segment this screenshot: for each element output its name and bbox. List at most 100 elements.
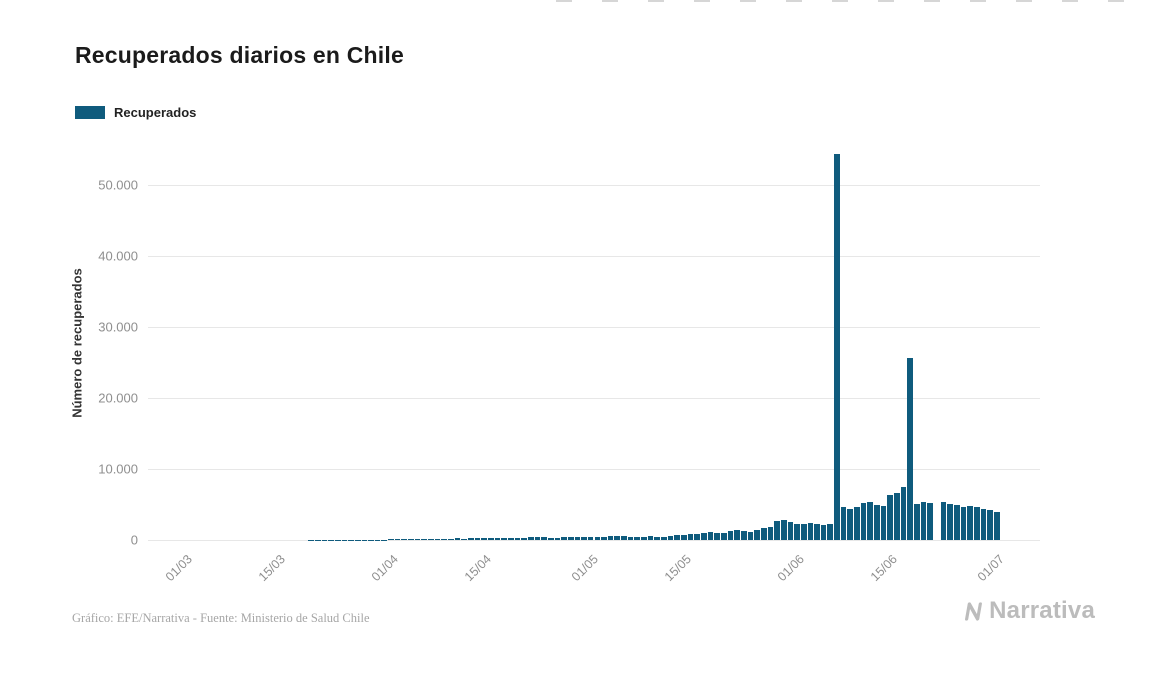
bar — [880, 505, 887, 540]
bar — [967, 505, 973, 540]
gridline — [148, 540, 1040, 541]
bar — [527, 537, 534, 540]
bar — [434, 538, 441, 540]
bar — [900, 486, 907, 540]
bar — [674, 535, 681, 540]
bar — [874, 504, 880, 540]
bar — [647, 536, 654, 540]
bar — [780, 520, 787, 540]
bar — [614, 536, 621, 540]
bar — [840, 506, 847, 540]
bar — [487, 537, 494, 540]
bar — [634, 536, 641, 540]
bar — [401, 539, 408, 540]
bar — [993, 512, 1000, 540]
gridline — [148, 256, 1040, 258]
bar — [834, 153, 840, 540]
gridline — [148, 185, 1040, 187]
x-tick-label: 01/05 — [568, 552, 601, 585]
bar — [554, 537, 561, 540]
bar — [607, 536, 614, 540]
bar — [581, 536, 587, 540]
narrativa-logo: Narrativa — [964, 597, 1095, 625]
bar — [854, 507, 860, 540]
bar — [667, 536, 674, 540]
bar — [754, 529, 760, 540]
bar — [654, 536, 661, 540]
bar — [661, 536, 667, 540]
plot-area — [148, 150, 1040, 541]
bar — [907, 358, 914, 540]
bar — [701, 532, 707, 540]
bar — [887, 495, 894, 540]
bar — [800, 524, 807, 540]
y-tick-label: 40.000 — [98, 248, 138, 264]
bar — [621, 536, 627, 540]
bar — [740, 531, 747, 540]
bar — [787, 522, 794, 540]
bar — [461, 538, 468, 540]
bar — [714, 532, 720, 540]
bar — [601, 536, 607, 540]
bar — [820, 525, 827, 540]
x-tick-label: 01/06 — [774, 552, 807, 585]
bar — [534, 537, 541, 540]
y-tick-labels: 0 10.000 20.000 30.000 40.000 50.000 — [0, 150, 138, 548]
legend: Recuperados — [75, 105, 196, 120]
bar — [814, 523, 820, 540]
x-tick-label: 15/06 — [868, 552, 901, 585]
bar — [774, 520, 780, 540]
top-crop-marks — [556, 0, 1126, 2]
bar — [894, 493, 900, 540]
bar — [727, 531, 734, 540]
bar — [641, 536, 647, 540]
y-tick-label: 0 — [130, 532, 138, 548]
y-tick-label: 10.000 — [98, 461, 138, 477]
gridline — [148, 398, 1040, 400]
bar — [940, 502, 947, 540]
narrativa-logo-icon — [965, 602, 983, 621]
gridline — [148, 327, 1040, 329]
bar — [914, 503, 920, 540]
source-credit: Gráfico: EFE/Narrativa - Fuente: Ministe… — [72, 611, 370, 625]
narrativa-logo-text: Narrativa — [989, 597, 1095, 624]
bar — [794, 523, 800, 540]
bar — [987, 509, 993, 540]
bar — [707, 531, 714, 540]
bar — [394, 538, 401, 540]
bar — [947, 503, 953, 540]
y-tick-label: 50.000 — [98, 177, 138, 193]
bar — [687, 534, 694, 540]
bar — [468, 538, 474, 540]
bar — [920, 502, 927, 540]
bar — [501, 537, 507, 540]
bar — [867, 501, 874, 540]
bar — [428, 538, 434, 540]
chart-title: Recuperados diarios en Chile — [75, 42, 404, 68]
y-tick-label: 30.000 — [98, 319, 138, 335]
bar — [561, 537, 567, 540]
bar — [567, 537, 574, 540]
bar — [767, 526, 774, 540]
bar — [847, 508, 854, 540]
bar — [627, 536, 634, 540]
gridline — [148, 469, 1040, 471]
bar — [927, 503, 933, 540]
bar — [760, 528, 767, 540]
bar — [694, 533, 700, 540]
bar — [747, 531, 754, 540]
bar — [507, 538, 514, 540]
bar — [441, 538, 448, 540]
bar — [980, 508, 987, 540]
bar — [474, 538, 481, 540]
bar — [547, 537, 554, 540]
bar — [973, 507, 980, 540]
x-tick-labels: 01/03 15/03 01/04 15/04 01/05 15/05 01/06 15/06… — [148, 546, 1040, 606]
bar — [807, 522, 814, 540]
bar — [454, 538, 461, 540]
bar — [594, 536, 601, 540]
bar — [860, 503, 867, 540]
bar — [414, 539, 421, 540]
bar — [481, 538, 487, 540]
bar — [541, 537, 547, 540]
